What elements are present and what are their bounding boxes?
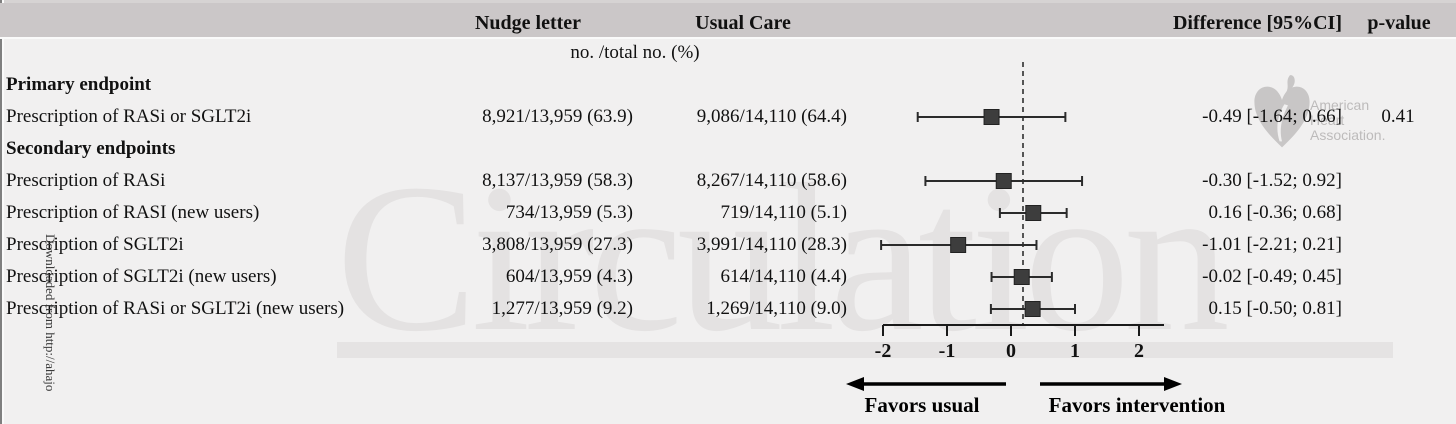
nudge-letter-value: 734/13,959 (5.3): [505, 202, 633, 223]
page-left-edge: [0, 0, 2, 424]
column-header-usual-care: Usual Care: [695, 12, 791, 34]
aha-text-line: Heart: [1310, 112, 1345, 128]
nudge-letter-value: 8,921/13,959 (63.9): [482, 106, 633, 127]
endpoint-row: Prescription of RASi or SGLT2i 8,921/13,9…: [0, 101, 1456, 133]
usual-care-value: 614/14,110 (4.4): [720, 266, 847, 287]
difference-ci-value: -0.30 [-1.52; 0.92]: [1202, 170, 1342, 191]
usual-care-value: 1,269/14,110 (9.0): [706, 298, 847, 319]
page-left-highlight: [2, 0, 4, 424]
aha-heart-torch-icon: [1252, 74, 1312, 155]
watermark-underline-band: [337, 342, 1393, 358]
favors-intervention-label: Favors intervention: [1049, 393, 1226, 417]
table-header-bar: Nudge letter Usual Care Difference [95%C…: [0, 3, 1456, 39]
difference-ci-value: -0.02 [-0.49; 0.45]: [1202, 266, 1342, 287]
section-label: Secondary endpoints: [6, 138, 176, 159]
endpoint-label: Prescription of RASi or SGLT2i (new user…: [6, 298, 345, 319]
difference-ci-value: -0.49 [-1.64; 0.66]: [1202, 106, 1342, 127]
endpoint-row: Prescription of RASi or SGLT2i (new user…: [0, 293, 1456, 325]
difference-ci-value: 0.16 [-0.36; 0.68]: [1208, 202, 1342, 223]
favors-right-arrowhead: [1164, 377, 1182, 391]
nudge-letter-value: 1,277/13,959 (9.2): [491, 298, 633, 319]
usual-care-value: 9,086/14,110 (64.4): [696, 106, 847, 127]
endpoint-label: Prescription of SGLT2i (new users): [6, 266, 277, 287]
section-row: Secondary endpoints: [0, 133, 1456, 165]
usual-care-value: 3,991/14,110 (28.3): [696, 234, 847, 255]
favors-left-arrowhead: [846, 377, 864, 391]
p-value: 0.41: [1381, 106, 1415, 127]
endpoint-row: Prescription of RASi 8,137/13,959 (58.3) 8…: [0, 165, 1456, 197]
usual-care-value: 8,267/14,110 (58.6): [696, 170, 847, 191]
usual-care-value: 719/14,110 (5.1): [720, 202, 847, 223]
difference-ci-value: 0.15 [-0.50; 0.81]: [1208, 298, 1342, 319]
column-header-difference-ci: Difference [95%CI]: [1172, 12, 1342, 34]
endpoint-label: Prescription of RASI (new users): [6, 202, 260, 223]
column-header-p-value: p-value: [1367, 12, 1431, 34]
nudge-letter-value: 8,137/13,959 (58.3): [482, 170, 633, 191]
section-label: Primary endpoint: [6, 74, 152, 95]
subheader-no-total-pct: no. /total no. (%): [570, 42, 700, 63]
endpoint-row: Prescription of SGLT2i 3,808/13,959 (27.3…: [0, 229, 1456, 261]
difference-ci-value: -1.01 [-2.21; 0.21]: [1202, 234, 1342, 255]
endpoint-label: Prescription of RASi: [6, 170, 166, 191]
aha-text-line: American: [1310, 97, 1370, 113]
downloaded-from-footer: Downloaded from http://ahajo: [43, 234, 58, 392]
endpoint-label: Prescription of RASi or SGLT2i: [6, 106, 252, 127]
nudge-letter-value: 3,808/13,959 (27.3): [482, 234, 633, 255]
column-header-nudge-letter: Nudge letter: [474, 12, 582, 34]
page-top-edge: [0, 0, 1456, 3]
journal-watermark: Circulation: [336, 140, 1230, 375]
endpoint-row: Prescription of RASI (new users) 734/13,9…: [0, 197, 1456, 229]
favors-usual-label: Favors usual: [865, 393, 980, 417]
aha-watermark-text: American Heart Association.: [1310, 98, 1450, 143]
aha-text-line: Association.: [1310, 127, 1386, 143]
section-row: Primary endpoint: [0, 69, 1456, 101]
endpoint-row: Prescription of SGLT2i (new users) 604/13…: [0, 261, 1456, 293]
endpoint-label: Prescription of SGLT2i: [6, 234, 184, 255]
nudge-letter-value: 604/13,959 (4.3): [505, 266, 633, 287]
